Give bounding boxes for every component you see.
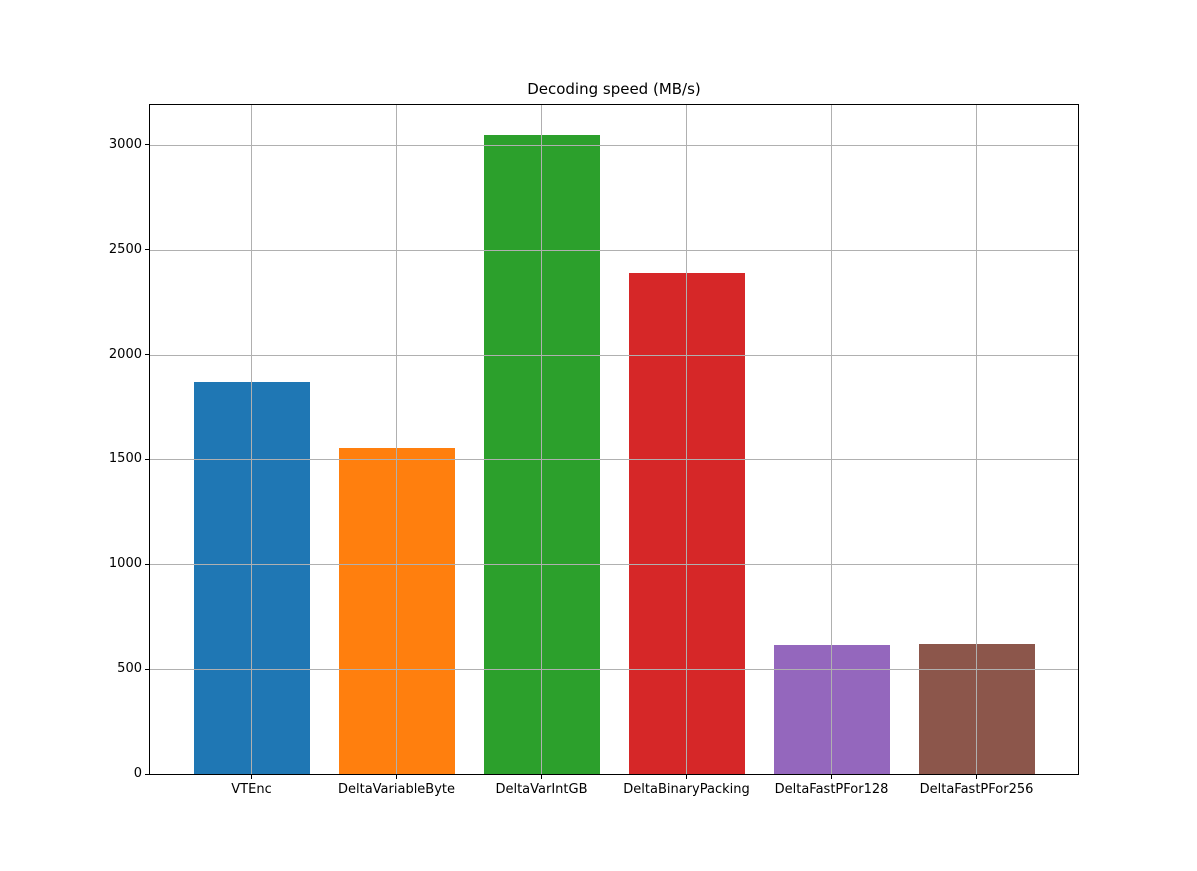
y-tick-label-1500: 1500	[108, 451, 142, 467]
y-tick-mark	[145, 458, 149, 460]
x-tick-label-DeltaVariableByte: DeltaVariableByte	[337, 782, 456, 797]
x-tick-label-DeltaFastPFor128: DeltaFastPFor128	[774, 782, 889, 797]
x-tick-label-DeltaBinaryPacking: DeltaBinaryPacking	[623, 782, 750, 797]
x-tick-mark	[396, 775, 397, 779]
y-tick-mark	[145, 249, 149, 251]
chart-title: Decoding speed (MB/s)	[527, 80, 701, 98]
x-tick-label-DeltaFastPFor256: DeltaFastPFor256	[919, 782, 1034, 797]
y-tick-label-3000: 3000	[108, 136, 142, 152]
y-tick-mark	[145, 144, 149, 146]
x-tick-mark	[976, 775, 977, 779]
y-tick-label-1000: 1000	[108, 556, 142, 572]
h-gridline-500	[150, 669, 1078, 671]
h-gridline-1500	[150, 459, 1078, 461]
y-tick-label-2000: 2000	[108, 346, 142, 362]
y-tick-mark	[145, 563, 149, 565]
x-tick-mark	[251, 775, 252, 779]
y-tick-label-2500: 2500	[108, 241, 142, 257]
y-tick-mark	[145, 354, 149, 356]
x-tick-label-DeltaVarIntGB: DeltaVarIntGB	[495, 782, 588, 797]
x-tick-mark	[541, 775, 542, 779]
h-gridline-3000	[150, 144, 1078, 146]
x-tick-mark	[831, 775, 832, 779]
y-tick-label-0: 0	[133, 766, 142, 781]
v-gridline-DeltaBinaryPacking	[686, 105, 687, 774]
v-gridline-DeltaFastPFor256	[976, 105, 977, 774]
v-gridline-VTEnc	[251, 105, 252, 774]
y-tick-label-500: 500	[117, 661, 142, 677]
h-gridline-2500	[150, 249, 1078, 251]
plot-area	[149, 104, 1079, 775]
v-gridline-DeltaVariableByte	[396, 105, 397, 774]
h-gridline-2000	[150, 354, 1078, 356]
v-gridline-DeltaVarIntGB	[541, 105, 542, 774]
v-gridline-DeltaFastPFor128	[831, 105, 832, 774]
x-tick-label-VTEnc: VTEnc	[231, 782, 272, 797]
h-gridline-1000	[150, 564, 1078, 566]
y-tick-mark	[145, 668, 149, 670]
y-tick-mark	[145, 773, 149, 775]
x-tick-mark	[686, 775, 687, 779]
